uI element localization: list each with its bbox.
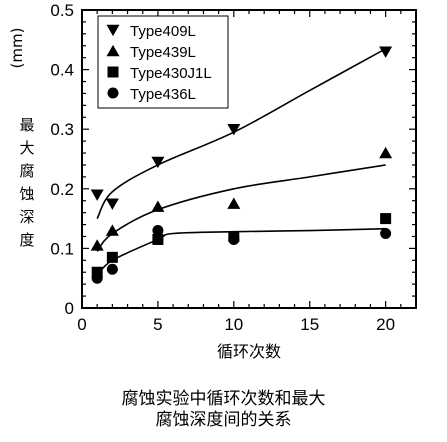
data-point-Type409L [379,46,393,58]
y-tick-label: 0.5 [50,1,74,20]
y-tick-label: 0.2 [50,180,74,199]
x-axis-label: 循环次数 [217,342,281,361]
x-tick-label: 10 [224,315,243,334]
data-point-Type430J1L [106,251,118,263]
data-point-Type436L [91,272,103,284]
trend-curve-3 [96,227,386,276]
data-point-Type409L [90,189,104,201]
y-tick-label: 0.1 [50,239,74,258]
data-point-Type436L [152,225,164,237]
y-axis-unit: (mm) [8,28,26,69]
data-point-Type430J1L [152,233,164,245]
legend-label: Type409L [130,23,196,40]
legend-label: Type430J1L [130,65,212,82]
legend-box [97,15,229,109]
y-tick-label: 0.3 [50,120,74,139]
legend-marker-Type409L [106,24,120,37]
caption-line-1: 腐蚀实验中循环次数和最大 [121,389,326,409]
legend-marker-Type439L [106,44,120,57]
x-tick-label: 15 [300,315,319,334]
data-point-Type430J1L [91,266,103,278]
legend-label: Type436L [130,86,196,103]
data-point-Type439L [227,197,241,209]
x-tick-label: 20 [376,315,395,334]
caption-line-2: 腐蚀深度间的关系 [155,410,292,430]
trend-curve-1 [96,48,387,219]
legend-marker-Type436L [107,87,119,99]
data-point-Type436L [228,233,240,245]
y-tick-label: 0.4 [50,61,74,80]
y-tick-label: 0 [65,299,74,318]
data-point-Type430J1L [380,213,392,225]
trend-curve-2 [96,164,386,252]
data-point-Type439L [151,200,165,212]
data-point-Type409L [105,198,119,210]
x-tick-label: 5 [153,315,162,334]
y-axis-label: 最大腐蚀深度 [19,116,34,249]
data-point-Type409L [151,156,165,169]
legend-label: Type439L [130,44,196,61]
legend-marker-Type430J1L [107,66,119,78]
data-point-Type439L [90,239,104,251]
x-tick-label: 0 [77,315,86,334]
data-point-Type409L [227,124,241,136]
data-point-Type436L [106,263,118,275]
data-point-Type439L [379,146,393,159]
data-point-Type436L [380,228,392,239]
data-point-Type439L [105,224,119,236]
